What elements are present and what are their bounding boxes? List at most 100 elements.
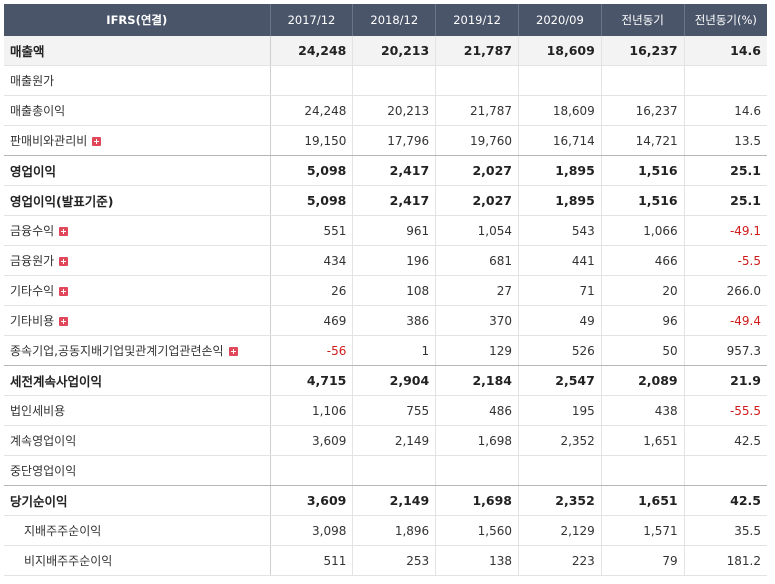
value-cell: 1,895 [518,185,602,216]
value-cell: 1,516 [601,155,685,186]
value-cell: 21,787 [435,95,519,126]
value-cell [352,455,437,486]
value-cell: 253 [352,545,437,576]
row-label: 종속기업,공동지배기업및관계기업관련손익 [4,335,271,366]
value-cell: 441 [518,245,602,276]
value-cell: 1 [352,335,437,366]
row-label: 매출총이익 [4,95,271,126]
expand-plus-icon[interactable] [59,227,69,236]
value-cell: 1,895 [518,155,602,186]
value-cell: 2,352 [518,485,602,516]
value-cell: 2,027 [435,155,519,186]
value-cell: 19,150 [270,125,354,156]
row-label-text: 중단영업이익 [10,464,77,478]
value-cell: 14,721 [601,125,685,156]
value-cell: 196 [352,245,437,276]
row-label-text: 영업이익(발표기준) [10,194,114,209]
value-cell: 755 [352,395,437,426]
value-cell [684,65,767,96]
expand-plus-icon[interactable] [228,347,238,356]
row-label-text: 법인세비용 [10,404,66,418]
value-cell: 3,609 [270,485,354,516]
value-cell: -55.5 [684,395,767,426]
value-cell: 961 [352,215,437,246]
row-label-text: 비지배주주순이익 [24,554,113,568]
header-2020-09: 2020/09 [518,4,602,36]
row-label: 금융수익 [4,215,271,246]
table-row: 계속영업이익 3,609 2,149 1,698 2,352 1,651 42.5 [4,425,767,456]
value-cell: 223 [518,545,602,576]
header-prev-period-pct: 전년동기(%) [684,4,767,36]
value-cell: 26 [270,275,354,306]
value-cell: 4,715 [270,365,354,396]
value-cell: 1,698 [435,485,519,516]
value-cell: -5.5 [684,245,767,276]
value-cell: 20,213 [352,36,437,66]
expand-plus-icon[interactable] [59,257,69,266]
value-cell: 16,237 [601,95,685,126]
value-cell: 2,129 [518,515,602,546]
row-label-text: 판매비와관리비 [10,134,88,148]
value-cell: 1,571 [601,515,685,546]
value-cell: 551 [270,215,354,246]
header-ifrs[interactable]: IFRS(연결) [4,4,271,36]
value-cell: 49 [518,305,602,336]
value-cell: 543 [518,215,602,246]
value-cell: 42.5 [684,425,767,456]
table-row: 기타수익 26 108 27 71 20 266.0 [4,275,767,306]
value-cell: 3,609 [270,425,354,456]
table-row: 금융원가 434 196 681 441 466 -5.5 [4,245,767,276]
value-cell: 1,651 [601,425,685,456]
table-body: 매출액 24,248 20,213 21,787 18,609 16,237 14.6 매출원… [4,36,767,576]
expand-plus-icon[interactable] [92,137,102,146]
row-label-text: 영업이익 [10,164,57,179]
value-cell [684,455,767,486]
value-cell [518,455,602,486]
value-cell: 1,560 [435,515,519,546]
value-cell: 2,417 [352,185,437,216]
expand-plus-icon[interactable] [59,287,69,296]
value-cell: 50 [601,335,685,366]
value-cell: 24,248 [270,95,354,126]
value-cell: 957.3 [684,335,767,366]
row-label: 법인세비용 [4,395,271,426]
table-row: 세전계속사업이익 4,715 2,904 2,184 2,547 2,089 21.9 [4,365,767,396]
row-label: 매출액 [4,36,271,66]
income-statement-table: IFRS(연결) 2017/12 2018/12 2019/12 2020/09… [4,4,767,576]
row-label: 기타비용 [4,305,271,336]
value-cell: 79 [601,545,685,576]
value-cell: 466 [601,245,685,276]
header-2017-12: 2017/12 [270,4,354,36]
row-label-text: 당기순이익 [10,494,68,509]
table-row: 영업이익 5,098 2,417 2,027 1,895 1,516 25.1 [4,155,767,186]
value-cell: 27 [435,275,519,306]
row-label-text: 세전계속사업이익 [10,374,103,389]
value-cell: 2,184 [435,365,519,396]
value-cell: 181.2 [684,545,767,576]
row-label-text: 금융수익 [10,224,55,238]
table-row: 비지배주주순이익 511 253 138 223 79 181.2 [4,545,767,576]
value-cell: -49.1 [684,215,767,246]
value-cell: 138 [435,545,519,576]
value-cell [352,65,437,96]
value-cell: 20,213 [352,95,437,126]
table-row: 판매비와관리비 19,150 17,796 19,760 16,714 14,721 13.… [4,125,767,156]
value-cell [435,455,519,486]
row-label-text: 금융원가 [10,254,55,268]
value-cell: 21.9 [684,365,767,396]
row-label: 매출원가 [4,65,271,96]
value-cell: 96 [601,305,685,336]
expand-plus-icon[interactable] [59,317,69,326]
value-cell: 108 [352,275,437,306]
value-cell: 14.6 [684,36,767,66]
table-row: 매출총이익 24,248 20,213 21,787 18,609 16,237 14.6 [4,95,767,126]
value-cell: 1,516 [601,185,685,216]
row-label: 금융원가 [4,245,271,276]
row-label: 영업이익 [4,155,271,186]
value-cell: 42.5 [684,485,767,516]
value-cell: 5,098 [270,155,354,186]
value-cell: 486 [435,395,519,426]
row-label-text: 매출총이익 [10,104,66,118]
value-cell: 386 [352,305,437,336]
value-cell: 1,066 [601,215,685,246]
